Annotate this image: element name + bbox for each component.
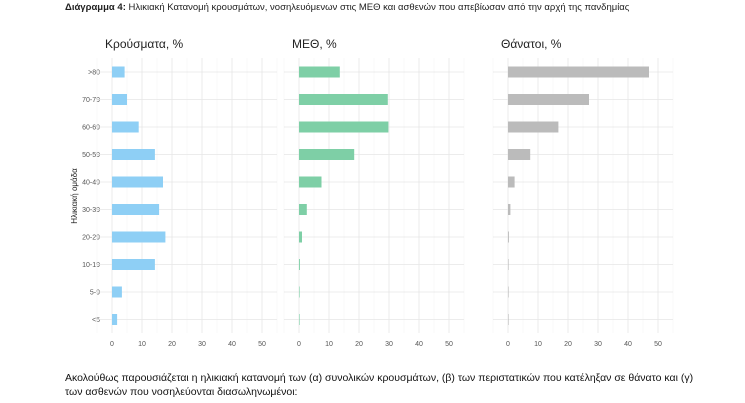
x-tick-label: 10: [138, 341, 146, 348]
x-tick-label: 0: [506, 341, 510, 348]
bar-3-4: [508, 149, 531, 160]
x-tick-label: 20: [355, 341, 363, 348]
bar-3-7: [508, 231, 509, 243]
x-tick-label: 40: [228, 341, 236, 348]
bar-1-10: [112, 314, 118, 325]
category-tick-label: >80: [88, 70, 100, 77]
x-tick-label: 50: [654, 341, 662, 348]
category-tick-label: 5-9: [90, 290, 100, 297]
caption-text: Ηλικιακή Κατανομή κρουσμάτων, νοσηλευόμε…: [128, 2, 630, 13]
bar-3-9: [508, 286, 509, 298]
x-tick-label: 10: [534, 341, 542, 348]
x-tick-label: 40: [624, 341, 632, 348]
bar-3-8: [508, 259, 509, 270]
caption-label: Διάγραμμα 4: [65, 2, 123, 13]
category-tick-label: 30-39: [82, 207, 100, 214]
category-tick-label: 60-69: [82, 125, 100, 132]
x-tick-label: 0: [110, 341, 114, 348]
bar-3-1: [508, 66, 649, 78]
x-tick-label: 50: [258, 341, 266, 348]
bar-1-2: [112, 94, 127, 105]
category-tick-label: 20-29: [82, 235, 100, 242]
bar-1-8: [112, 259, 155, 270]
bar-2-9: [299, 286, 300, 298]
category-tick-label: <5: [92, 317, 100, 324]
x-tick-label: 20: [564, 341, 572, 348]
category-tick-label: 50-59: [82, 152, 100, 159]
bar-1-7: [112, 231, 166, 243]
y-axis-title: Ηλικιακή ομάδα: [70, 168, 79, 224]
bar-3-2: [508, 94, 589, 105]
bar-1-1: [112, 66, 125, 78]
bar-3-10: [508, 314, 509, 325]
x-tick-label: 30: [385, 341, 393, 348]
bar-2-7: [299, 231, 302, 243]
panel-title: Θάνατοι, %: [501, 37, 562, 51]
x-tick-label: 30: [198, 341, 206, 348]
bar-3-6: [508, 204, 511, 215]
bar-2-3: [299, 121, 389, 133]
bar-3-5: [508, 176, 515, 188]
bar-2-4: [299, 149, 355, 160]
bar-1-3: [112, 121, 139, 133]
bar-2-1: [299, 66, 340, 78]
panel-title: Κρούσματα, %: [105, 37, 184, 51]
age-distribution-chart: Ηλικιακή ομάδα >80 70-79 60-69 50-59 40-49 30-…: [70, 37, 674, 348]
bar-2-6: [299, 204, 307, 215]
bar-2-8: [299, 259, 300, 270]
x-tick-label: 10: [325, 341, 333, 348]
bar-1-6: [112, 204, 160, 215]
bar-1-9: [112, 286, 122, 298]
category-tick-label: 10-19: [82, 262, 100, 269]
footer-paragraph: Ακολούθως παρουσιάζεται η ηλικιακή καταν…: [65, 372, 694, 398]
bar-2-10: [299, 314, 300, 325]
x-tick-label: 40: [415, 341, 423, 348]
panel-title: ΜΕΘ, %: [292, 37, 337, 51]
x-tick-label: 0: [297, 341, 301, 348]
x-tick-label: 50: [445, 341, 453, 348]
x-tick-label: 20: [168, 341, 176, 348]
category-tick-label: 70-79: [82, 97, 100, 104]
x-tick-label: 30: [594, 341, 602, 348]
bar-1-4: [112, 149, 155, 160]
bar-2-2: [299, 94, 388, 105]
bar-2-5: [299, 176, 322, 188]
bar-1-5: [112, 176, 163, 188]
bar-3-3: [508, 121, 559, 133]
figure-caption: Διάγραμμα 4: Ηλικιακή Κατανομή κρουσμάτω…: [65, 2, 630, 13]
category-tick-label: 40-49: [82, 180, 100, 187]
